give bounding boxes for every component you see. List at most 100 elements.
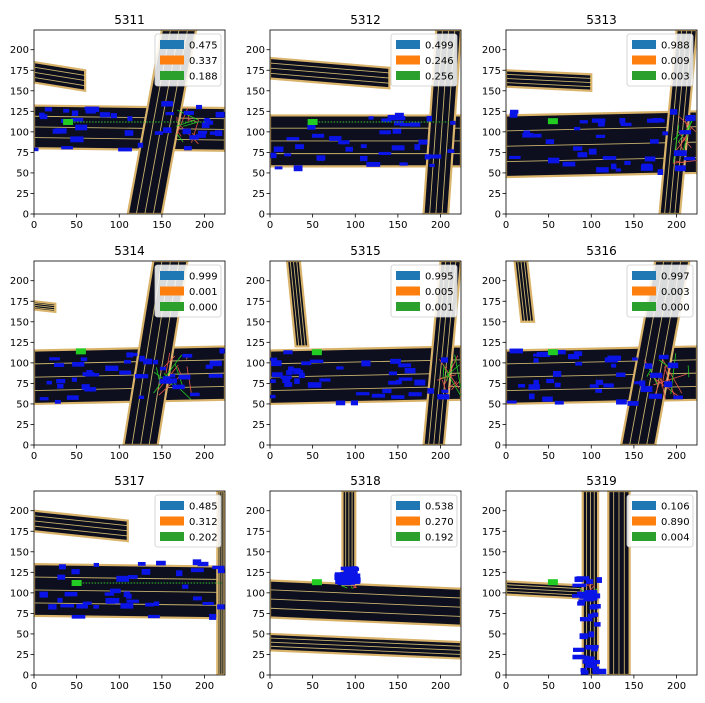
vehicle-box [94, 563, 99, 567]
subplot-title: 5313 [586, 13, 617, 27]
vehicle-box [196, 105, 202, 109]
vehicle-box [645, 156, 656, 161]
x-tick-label: 50 [70, 451, 83, 462]
vehicle-box [172, 385, 184, 390]
vehicle-box [414, 380, 425, 386]
vehicle-box [507, 400, 517, 403]
vehicle-box [616, 168, 621, 171]
y-tick-label: 200 [246, 506, 265, 517]
x-tick-label: 200 [431, 451, 450, 462]
vehicle-box [595, 389, 602, 393]
vehicle-box [553, 371, 561, 377]
vehicle-box [119, 371, 131, 375]
x-tick-label: 100 [346, 681, 365, 692]
legend-swatch [632, 271, 656, 280]
vehicle-box [46, 381, 52, 385]
legend-swatch [160, 302, 184, 311]
legend-label: 0.000 [189, 303, 218, 314]
subplot-title: 5319 [586, 474, 617, 488]
vehicle-box [590, 384, 599, 387]
vehicle-box [662, 131, 668, 135]
vehicle-box [294, 165, 303, 171]
vehicle-box [585, 645, 598, 650]
vehicle-box [641, 386, 653, 392]
vehicle-box [159, 379, 171, 384]
vehicle-box [139, 356, 144, 362]
x-tick-label: 100 [582, 220, 601, 231]
vehicle-box [118, 148, 132, 152]
vehicle-box [329, 136, 341, 141]
x-tick-label: 150 [388, 220, 407, 231]
vehicle-box [430, 154, 441, 158]
y-tick-label: 200 [10, 506, 29, 517]
vehicle-box [308, 382, 322, 388]
x-tick-label: 100 [346, 451, 365, 462]
legend-swatch [160, 532, 184, 541]
vehicle-box [399, 162, 407, 165]
vehicle-box [127, 116, 132, 121]
vehicle-box [425, 154, 430, 159]
y-tick-label: 100 [246, 588, 265, 599]
y-tick-label: 150 [10, 547, 29, 558]
y-tick-label: 50 [252, 629, 265, 640]
vehicle-box [154, 601, 159, 606]
x-tick-label: 0 [267, 681, 273, 692]
vehicle-box [182, 129, 190, 135]
y-tick-label: 175 [10, 297, 29, 308]
y-tick-label: 125 [10, 107, 29, 118]
legend-swatch [632, 517, 656, 526]
vehicle-box [585, 656, 595, 659]
vehicle-box [596, 135, 605, 138]
vehicle-box [160, 367, 166, 371]
legend-label: 0.001 [189, 287, 218, 298]
x-tick-label: 50 [542, 220, 555, 231]
y-tick-label: 75 [16, 609, 29, 620]
y-tick-label: 100 [482, 358, 501, 369]
vehicle-box [546, 139, 554, 144]
vehicle-box [301, 361, 311, 365]
vehicle-box [510, 349, 523, 354]
vehicle-box [668, 363, 678, 369]
legend-label: 0.999 [189, 272, 218, 283]
vehicle-box [360, 156, 368, 161]
vehicle-box [125, 130, 134, 136]
vehicle-box [341, 567, 350, 571]
vehicle-box [105, 366, 118, 371]
vehicle-box [72, 378, 77, 382]
ego-vehicle [312, 579, 322, 585]
vehicle-box [81, 357, 87, 361]
y-tick-label: 100 [10, 127, 29, 138]
vehicle-box [206, 365, 213, 369]
legend-swatch [160, 40, 184, 49]
y-tick-label: 0 [23, 441, 29, 452]
x-tick-label: 50 [306, 220, 319, 231]
vehicle-box [594, 622, 601, 627]
legend-swatch [396, 532, 420, 541]
vehicle-box [659, 355, 669, 359]
vehicle-box [120, 603, 133, 609]
vehicle-box [198, 562, 209, 566]
vehicle-box [366, 162, 380, 167]
y-tick-label: 200 [246, 45, 265, 56]
vehicle-box [441, 390, 448, 393]
x-tick-label: 200 [195, 681, 214, 692]
vehicle-box [163, 127, 171, 133]
vehicle-box [389, 371, 397, 375]
vehicle-box [216, 112, 229, 118]
vehicle-box [295, 144, 304, 149]
x-tick-label: 150 [624, 220, 643, 231]
vehicle-box [212, 566, 224, 569]
vehicle-box [534, 358, 539, 363]
vehicle-box [555, 383, 561, 388]
y-tick-label: 125 [482, 568, 501, 579]
vehicle-box [616, 399, 627, 404]
y-tick-label: 25 [488, 650, 501, 661]
vehicle-box [582, 634, 588, 637]
vehicle-box [176, 570, 182, 576]
y-tick-label: 200 [482, 506, 501, 517]
vehicle-box [658, 169, 664, 175]
y-tick-label: 50 [16, 399, 29, 410]
vehicle-box [54, 363, 64, 367]
